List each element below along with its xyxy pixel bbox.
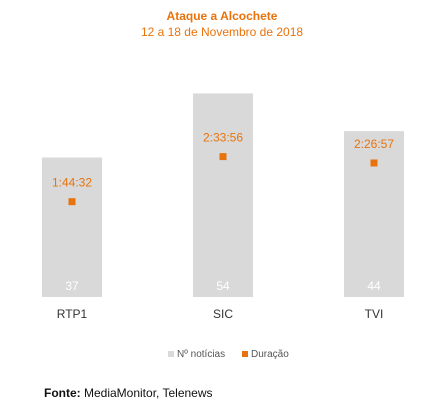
- duration-marker: [68, 198, 76, 206]
- x-tick-label: SIC: [213, 307, 233, 321]
- x-tick-label: RTP1: [57, 307, 88, 321]
- chart-subtitle: 12 a 18 de Novembro de 2018: [140, 25, 304, 39]
- duration-label: 2:33:56: [203, 131, 243, 145]
- bar-rtp1: [42, 157, 102, 297]
- bar-value-label: 37: [65, 279, 79, 293]
- legend-swatch-marker: [242, 351, 248, 357]
- bar-tvi: [344, 131, 404, 297]
- bar-value-label: 54: [216, 279, 230, 293]
- duration-marker: [370, 159, 378, 167]
- legend-label-duracao: Duração: [251, 349, 289, 360]
- duration-marker: [219, 153, 227, 161]
- chart-title: Ataque a Alcochete: [166, 9, 278, 23]
- bar-value-label: 44: [367, 279, 381, 293]
- legend-label-noticias: Nº notícias: [177, 349, 225, 360]
- bar-sic: [193, 93, 253, 297]
- source-note: Fonte: MediaMonitor, Telenews: [44, 386, 213, 400]
- source-label: Fonte:: [44, 386, 81, 400]
- x-tick-label: TVI: [365, 307, 384, 321]
- duration-label: 1:44:32: [52, 176, 92, 190]
- source-text: MediaMonitor, Telenews: [80, 386, 213, 400]
- legend-swatch-bar: [168, 351, 174, 357]
- duration-label: 2:26:57: [354, 137, 394, 151]
